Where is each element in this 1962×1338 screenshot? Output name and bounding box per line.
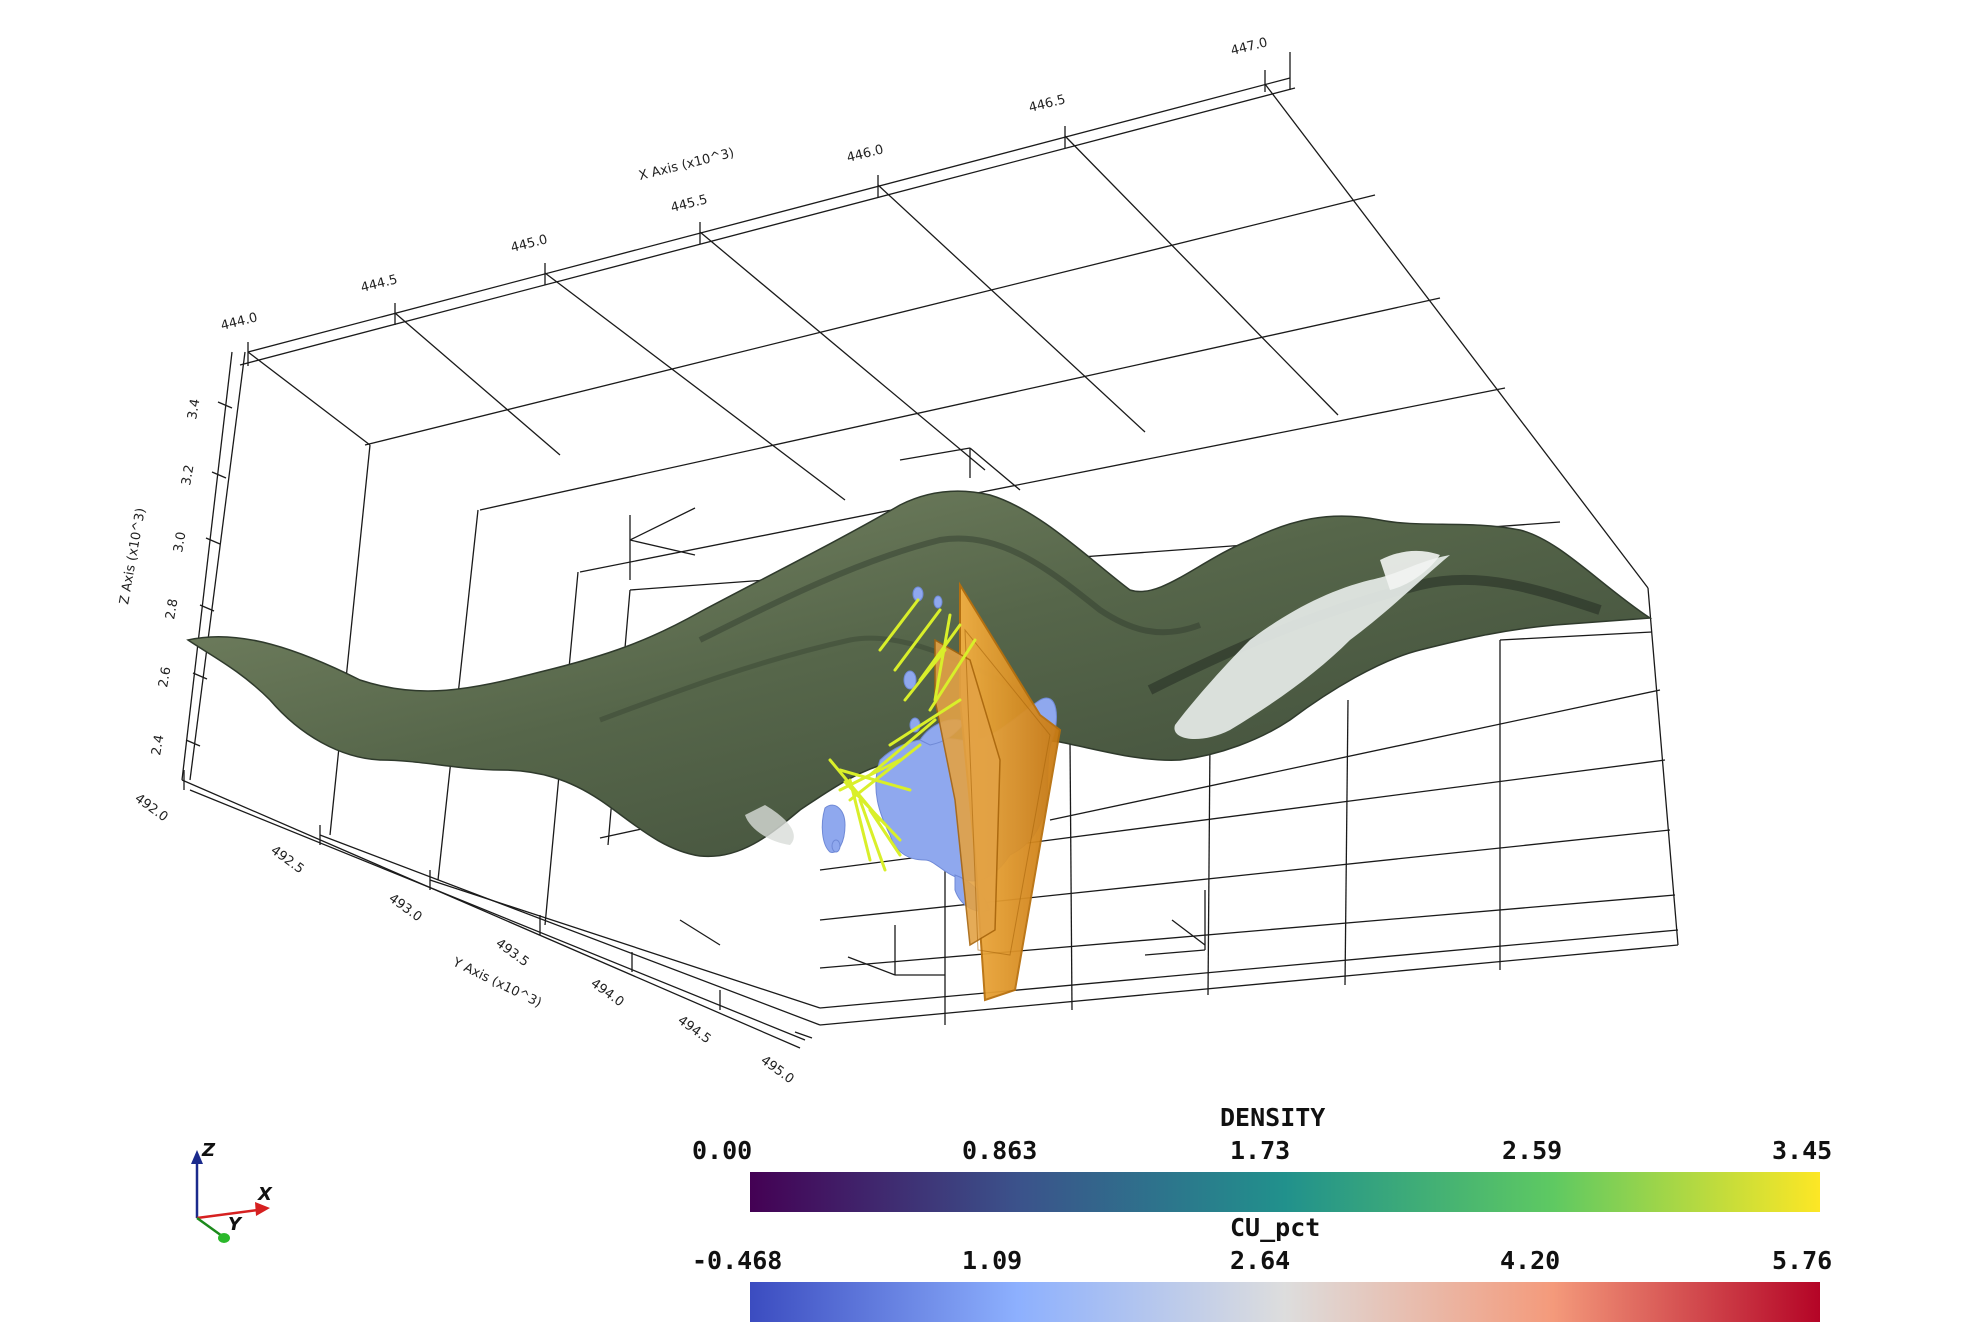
cu-pct-tick: 2.64 [1230,1246,1290,1275]
x-tick-label: 444.0 [219,310,259,334]
density-colorbar: DENSITY 0.00 0.863 1.73 2.59 3.45 [692,1103,1832,1212]
x-axis-labels: 444.0 444.5 445.0 445.5 446.0 446.5 447.… [219,35,1269,334]
orientation-y-label: Y [228,1214,243,1235]
cu-pct-gradient [750,1282,1820,1322]
cu-pct-tick: 1.09 [962,1246,1022,1275]
x-tick-label: 446.0 [845,142,885,166]
density-tick: 3.45 [1772,1136,1832,1165]
axis-ticks [183,52,1291,1039]
orientation-widget: Z X Y [191,1140,273,1243]
z-tick-label: 3.2 [179,464,197,487]
x-tick-label: 447.0 [1229,35,1269,59]
cu-pct-tick: -0.468 [692,1246,782,1275]
drillholes [828,598,977,872]
x-axis-title: X Axis (x10^3) [637,146,735,184]
axes-grid [181,77,1679,1049]
y-tick-label: 494.0 [588,976,627,1010]
orientation-z-label: Z [201,1140,216,1161]
y-tick-label: 495.0 [758,1053,797,1087]
x-tick-label: 444.5 [359,272,399,296]
cu-pct-title: CU_pct [1230,1213,1320,1242]
x-tick-label: 445.5 [669,192,709,216]
terrain-surface [186,490,1653,858]
y-tick-label: 492.5 [268,843,307,877]
cu-pct-colorbar: CU_pct -0.468 1.09 2.64 4.20 5.76 [692,1213,1832,1322]
y-tick-label: 494.5 [675,1013,714,1047]
y-tick-label: 493.0 [386,891,425,925]
z-tick-label: 2.6 [156,666,174,689]
z-tick-label: 2.8 [163,598,181,621]
z-tick-label: 3.4 [185,398,203,421]
density-tick: 2.59 [1502,1136,1562,1165]
density-tick: 0.863 [962,1136,1037,1165]
y-axis-title: Y Axis (x10^3) [449,955,543,1011]
z-axis-title: Z Axis (x10^3) [117,507,149,606]
fault-planes [934,581,1062,1002]
density-tick: 0.00 [692,1136,752,1165]
x-tick-label: 446.5 [1027,92,1067,116]
z-tick-label: 3.0 [171,531,189,554]
z-tick-label: 2.4 [149,734,167,757]
density-tick: 1.73 [1230,1136,1290,1165]
density-title: DENSITY [1220,1103,1325,1132]
density-gradient [750,1172,1820,1212]
cu-pct-tick: 5.76 [1772,1246,1832,1275]
cu-pct-tick: 4.20 [1500,1246,1560,1275]
y-tick-label: 492.0 [132,791,171,825]
x-tick-label: 445.0 [509,232,549,256]
y-tick-label: 493.5 [493,936,532,970]
orientation-x-label: X [257,1184,273,1205]
